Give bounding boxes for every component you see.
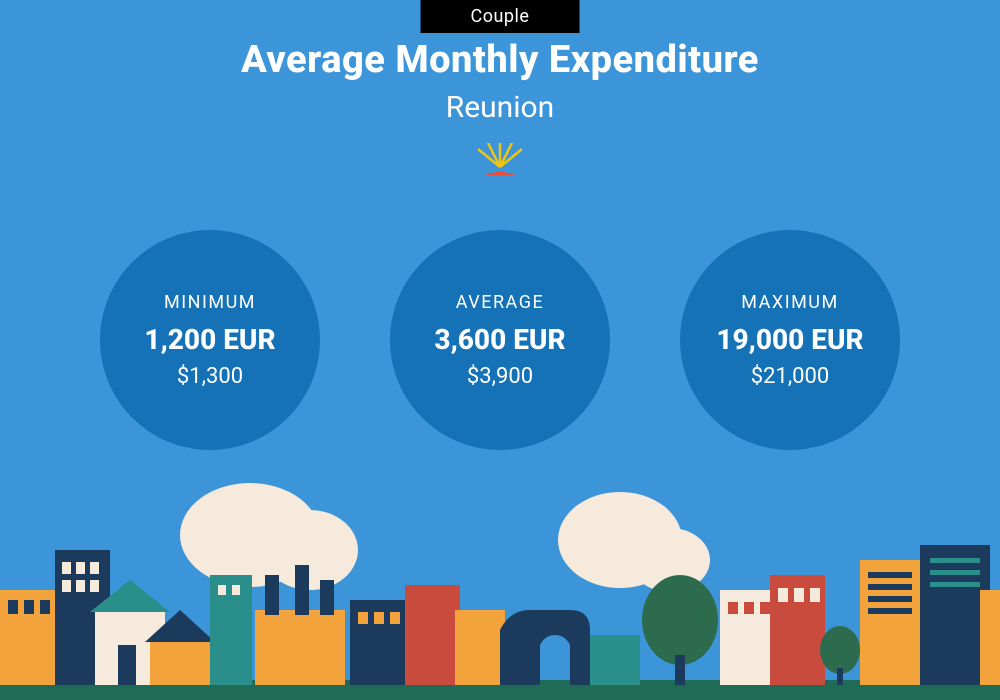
cityscape-illustration xyxy=(0,480,1000,700)
stat-subvalue: $1,300 xyxy=(177,364,243,389)
stat-subvalue: $21,000 xyxy=(751,364,830,389)
stat-circle-average: AVERAGE 3,600 EUR $3,900 xyxy=(390,230,610,450)
stat-label: AVERAGE xyxy=(456,292,544,313)
header: Average Monthly Expenditure Reunion xyxy=(0,38,1000,175)
category-tab: Couple xyxy=(421,0,580,33)
stat-value: 1,200 EUR xyxy=(144,323,275,356)
stat-value: 3,600 EUR xyxy=(434,323,565,356)
stat-circles: MINIMUM 1,200 EUR $1,300 AVERAGE 3,600 E… xyxy=(0,230,1000,450)
stat-label: MAXIMUM xyxy=(741,292,838,313)
page-title: Average Monthly Expenditure xyxy=(0,38,1000,82)
stat-value: 19,000 EUR xyxy=(716,323,863,356)
stat-label: MINIMUM xyxy=(164,292,256,313)
flag-icon xyxy=(0,143,1000,175)
category-tab-label: Couple xyxy=(471,6,530,27)
stat-circle-minimum: MINIMUM 1,200 EUR $1,300 xyxy=(100,230,320,450)
stat-circle-maximum: MAXIMUM 19,000 EUR $21,000 xyxy=(680,230,900,450)
page-subtitle: Reunion xyxy=(0,90,1000,125)
stat-subvalue: $3,900 xyxy=(467,364,533,389)
